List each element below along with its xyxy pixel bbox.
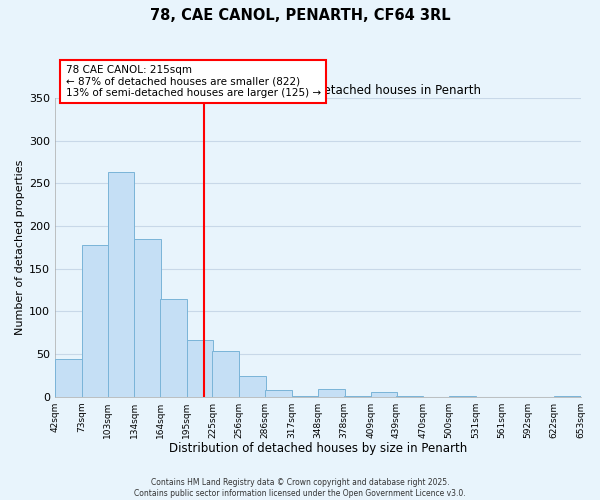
Bar: [187, 340, 214, 396]
Text: 78, CAE CANOL, PENARTH, CF64 3RL: 78, CAE CANOL, PENARTH, CF64 3RL: [149, 8, 451, 22]
Bar: [55, 359, 82, 397]
Bar: [107, 172, 134, 396]
Text: 78 CAE CANOL: 215sqm
← 87% of detached houses are smaller (822)
13% of semi-deta: 78 CAE CANOL: 215sqm ← 87% of detached h…: [65, 65, 321, 98]
Bar: [265, 390, 292, 396]
Y-axis label: Number of detached properties: Number of detached properties: [15, 160, 25, 335]
Bar: [318, 389, 345, 396]
Text: Contains HM Land Registry data © Crown copyright and database right 2025.
Contai: Contains HM Land Registry data © Crown c…: [134, 478, 466, 498]
Bar: [160, 298, 187, 396]
Bar: [82, 245, 109, 396]
Bar: [239, 376, 266, 396]
Bar: [371, 392, 397, 396]
X-axis label: Distribution of detached houses by size in Penarth: Distribution of detached houses by size …: [169, 442, 467, 455]
Bar: [134, 239, 161, 396]
Title: Size of property relative to detached houses in Penarth: Size of property relative to detached ho…: [154, 84, 481, 97]
Bar: [212, 352, 239, 397]
